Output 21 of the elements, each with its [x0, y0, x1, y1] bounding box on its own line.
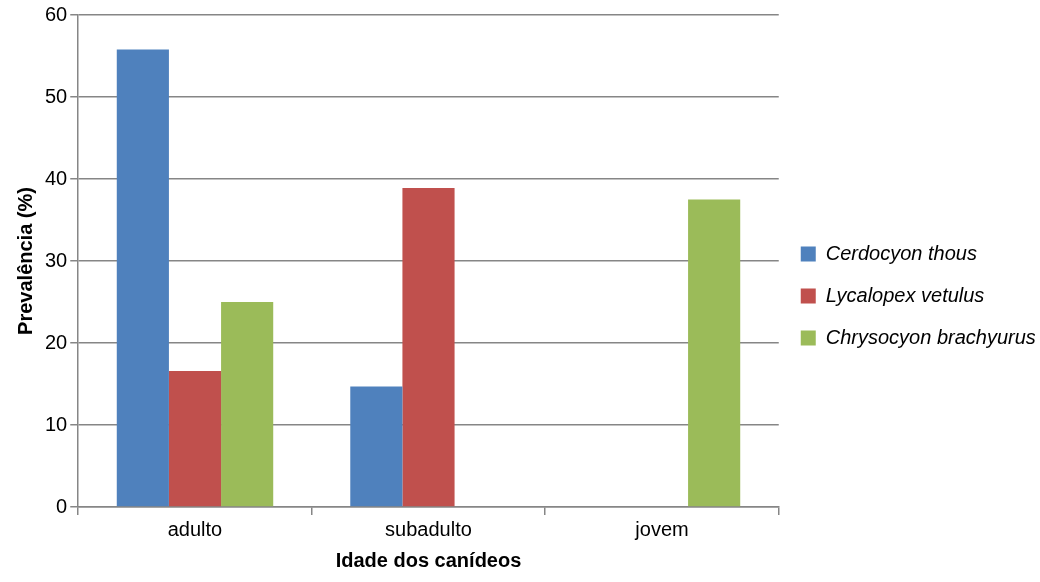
y-tick-label: 10: [45, 412, 68, 435]
bar: [221, 302, 274, 507]
y-tick-label: 30: [45, 248, 68, 271]
y-tick-label: 50: [45, 84, 68, 107]
x-tick-label: adulto: [167, 517, 223, 540]
x-tick-label: jovem: [634, 517, 689, 540]
y-tick-label: 20: [45, 330, 68, 353]
legend-label: Cerdocyon thous: [825, 241, 977, 264]
y-tick-label: 60: [45, 2, 68, 25]
bar: [116, 49, 169, 507]
bar: [350, 386, 403, 507]
bar: [168, 370, 222, 507]
bar: [688, 199, 741, 507]
x-axis-title: Idade dos canídeos: [335, 548, 522, 571]
x-tick-label: subadulto: [385, 517, 472, 540]
legend-label: Chrysocyon brachyurus: [825, 325, 1036, 348]
y-tick-label: 0: [56, 494, 68, 517]
y-axis-title: Prevalência (%): [13, 187, 36, 335]
y-tick-label: 40: [45, 166, 68, 189]
legend-label: Lycalopex vetulus: [825, 283, 985, 306]
bar: [402, 188, 455, 507]
